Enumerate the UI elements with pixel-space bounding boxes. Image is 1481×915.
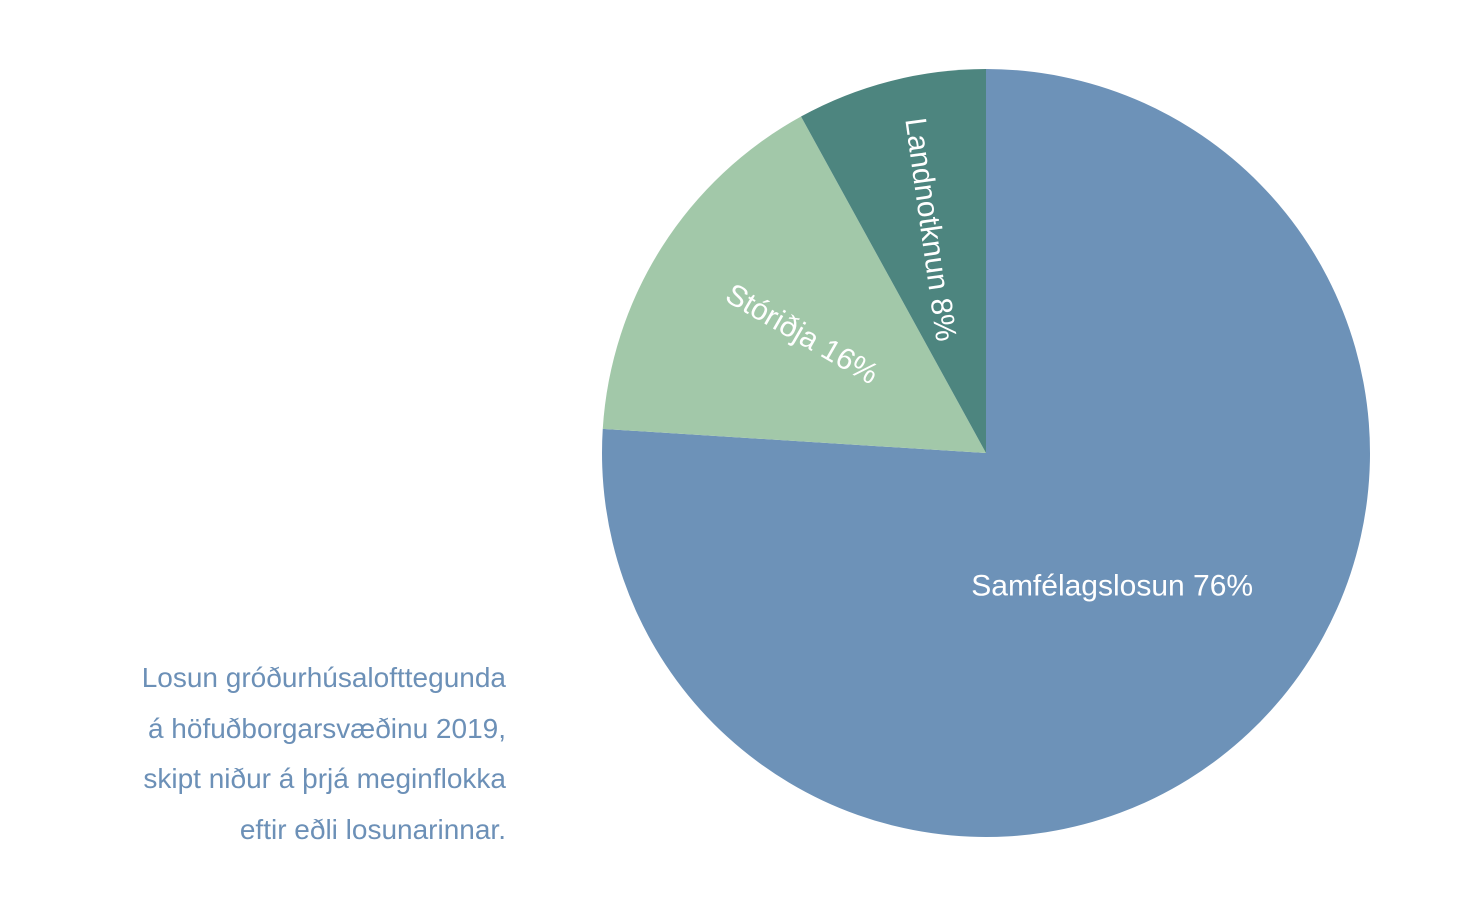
pie-slice-landnotknun — [801, 69, 986, 453]
slice-label-samfelagslosun: Samfélagslosun 76% — [971, 569, 1253, 602]
caption-line-4: eftir eðli losunarinnar. — [239, 813, 506, 845]
pie-slice-samfelagslosun — [602, 69, 1371, 837]
chart-caption: Losun gróðurhúsalofttegunda á höfuðborga… — [142, 653, 506, 855]
caption-line-1: Losun gróðurhúsalofttegunda — [141, 662, 506, 693]
caption-line-2: á höfuðborgarsvæðinu 2019, — [147, 712, 506, 744]
caption-line-3: skipt niður á þrjá meginflokka — [143, 763, 506, 794]
pie-slice-storidja — [602, 116, 986, 453]
